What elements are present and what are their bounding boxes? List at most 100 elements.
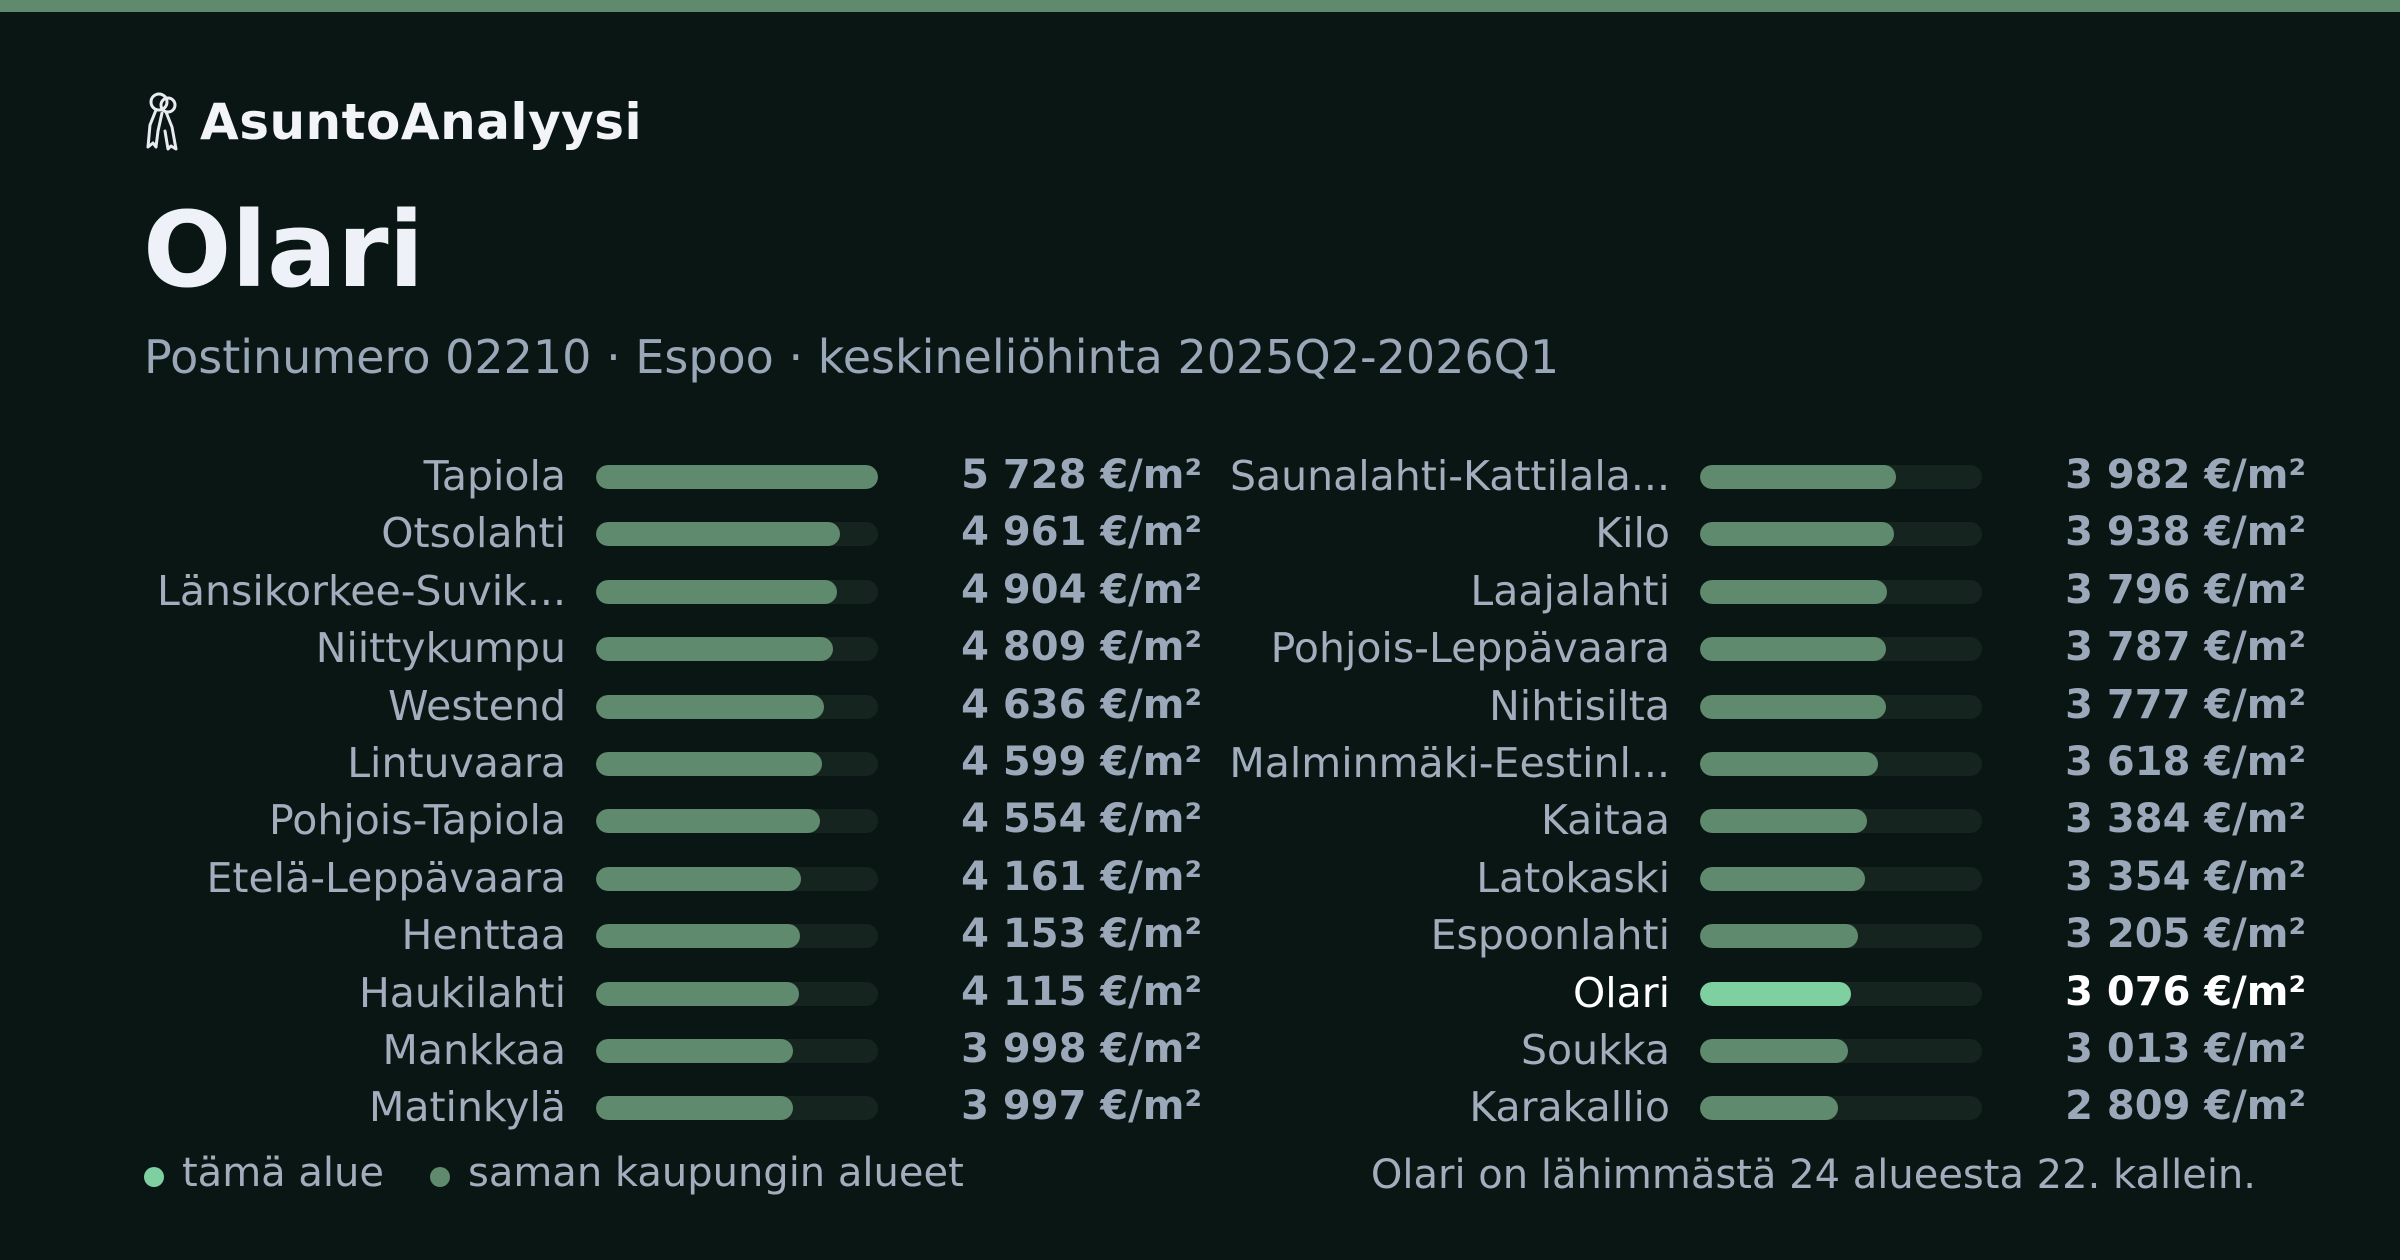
bar-value-label: 4 153 €/m²: [961, 911, 1202, 958]
bar-label: Länsikorkee-Suvik...: [157, 566, 566, 615]
bar-value-label: 3 384 €/m²: [2065, 796, 2306, 843]
bar-value-label: 3 787 €/m²: [2065, 624, 2306, 671]
top-accent-bar: [0, 0, 2400, 12]
bar-label: Pohjois-Leppävaara: [1270, 624, 1670, 673]
bar-track: [596, 866, 878, 891]
bar-track: [596, 465, 878, 489]
bar-label: Haukilahti: [358, 968, 566, 1017]
bar-value-label: 3 618 €/m²: [2065, 738, 2306, 785]
bar-row: Westend 4 636 €/m²: [50, 678, 1202, 735]
bar-row: Matinkylä 3 997 €/m²: [50, 1079, 1202, 1136]
legend-dot-this-area: [144, 1167, 164, 1187]
legend-item-same-city: saman kaupungin alueet: [429, 1150, 964, 1196]
bar-row: Latokaski 3 354 €/m²: [1154, 850, 2306, 907]
bar-label: Henttaa: [401, 911, 566, 960]
bar-chart-column-left: Tapiola 5 728 €/m² Otsolahti 4 961 €/m² Läns…: [50, 448, 1203, 1137]
bar-row: Mankkaa 3 998 €/m²: [50, 1022, 1203, 1079]
bar-value-label: 3 013 €/m²: [2065, 1025, 2306, 1072]
bar-track: [596, 522, 878, 547]
bar: [596, 579, 838, 604]
bar: [1700, 1096, 1839, 1121]
bar: [1700, 694, 1886, 719]
bar-label: Malminmäki-Eestinl...: [1229, 738, 1670, 787]
bar-value-label: 4 554 €/m²: [961, 796, 1202, 843]
bar-chart-column-right: Saunalahti-Kattilala... 3 982 €/m² Kilo 3 9…: [1154, 448, 2306, 1137]
bar-track: [1700, 924, 1982, 949]
bar-label: Mankkaa: [382, 1025, 567, 1074]
bar-label: Saunalahti-Kattilala...: [1230, 452, 1670, 500]
bar-track: [1700, 866, 1982, 891]
bar: [1700, 1038, 1849, 1063]
legend-label-same-city: saman kaupungin alueet: [467, 1150, 964, 1196]
bar-track: [1700, 522, 1982, 547]
bar-row: Pohjois-Tapiola 4 554 €/m²: [50, 792, 1202, 849]
bar-row: Kilo 3 938 €/m²: [1154, 505, 2306, 562]
bar: [1700, 924, 1858, 949]
bar-track: [596, 809, 878, 834]
bar-track: [596, 579, 878, 604]
bar: [1700, 637, 1887, 662]
bar: [596, 981, 799, 1006]
bar-row: Soukka 3 013 €/m²: [1154, 1022, 2306, 1079]
bar-track: [596, 924, 878, 949]
bar-track: [1700, 809, 1982, 834]
bar-track: [596, 637, 878, 662]
bar: [1700, 809, 1867, 834]
bar-label: Karakallio: [1469, 1083, 1670, 1132]
bar-row: Laajalahti 3 796 €/m²: [1154, 563, 2306, 620]
bar: [1700, 751, 1879, 776]
bar: [596, 465, 878, 489]
bar-value-label: 3 796 €/m²: [2065, 566, 2306, 613]
legend-dot-same-city: [429, 1167, 450, 1187]
bar-label: Matinkylä: [368, 1083, 566, 1132]
bar-label: Soukka: [1521, 1025, 1670, 1074]
bar-value-label: 3 938 €/m²: [2065, 509, 2306, 556]
page-subtitle: Postinumero 02210 · Espoo · keskineliöhi…: [144, 330, 1560, 384]
bar-row: Niittykumpu 4 809 €/m²: [50, 620, 1202, 677]
bar-value-label: 4 161 €/m²: [961, 853, 1202, 900]
bar-value-label: 2 809 €/m²: [2065, 1083, 2306, 1130]
bar-label: Westend: [387, 681, 566, 730]
bar-label: Espoonlahti: [1430, 911, 1670, 960]
bar-label: Etelä-Leppävaara: [206, 853, 566, 902]
bar-track: [1700, 1096, 1982, 1121]
bar-value-label: 3 205 €/m²: [2065, 911, 2306, 958]
bar-track: [596, 1096, 878, 1121]
bar-row: Karakallio 2 809 €/m²: [1154, 1079, 2306, 1136]
bar-row: Espoonlahti 3 205 €/m²: [1154, 907, 2306, 964]
bar-value-label: 4 809 €/m²: [961, 624, 1202, 671]
bar-track: [1700, 637, 1982, 662]
legend-item-this-area: tämä alue: [144, 1150, 384, 1196]
bar-value-label: 3 997 €/m²: [961, 1083, 1202, 1130]
bar: [596, 1038, 793, 1063]
bar: [1700, 465, 1897, 489]
brand-name: AsuntoAnalyysi: [200, 93, 643, 151]
page-title: Olari: [143, 189, 425, 311]
bar-row: Otsolahti 4 961 €/m²: [50, 505, 1202, 562]
bar-track: [1700, 751, 1982, 776]
keys-icon: [146, 92, 178, 151]
bar: [1700, 522, 1894, 547]
bar-value-label: 3 076 €/m²: [2065, 968, 2306, 1015]
bar-row: Olari 3 076 €/m²: [1154, 965, 2306, 1022]
bar-value-label: 3 777 €/m²: [2065, 681, 2306, 728]
bar: [596, 924, 801, 949]
bar-track: [596, 981, 878, 1006]
bar-row: Henttaa 4 153 €/m²: [50, 907, 1202, 964]
bar-label: Lintuvaara: [347, 738, 566, 787]
bar-value-label: 3 998 €/m²: [961, 1025, 1202, 1072]
bar-row: Etelä-Leppävaara 4 161 €/m²: [50, 850, 1202, 907]
bar: [596, 637, 833, 662]
bar-label: Nihtisilta: [1489, 681, 1670, 730]
legend-label-this-area: tämä alue: [182, 1150, 384, 1196]
bar-label: Olari: [1572, 968, 1670, 1017]
bar-value-label: 4 115 €/m²: [961, 968, 1202, 1015]
bar-value-label: 4 599 €/m²: [961, 738, 1202, 785]
bar-value-label: 3 982 €/m²: [2065, 452, 2306, 498]
bar: [1700, 579, 1887, 604]
bar-value-label: 5 728 €/m²: [961, 452, 1202, 498]
bar: [596, 694, 825, 719]
bar-row: Nihtisilta 3 777 €/m²: [1154, 678, 2306, 735]
bar: [596, 522, 841, 547]
bar-value-label: 4 961 €/m²: [961, 509, 1202, 556]
